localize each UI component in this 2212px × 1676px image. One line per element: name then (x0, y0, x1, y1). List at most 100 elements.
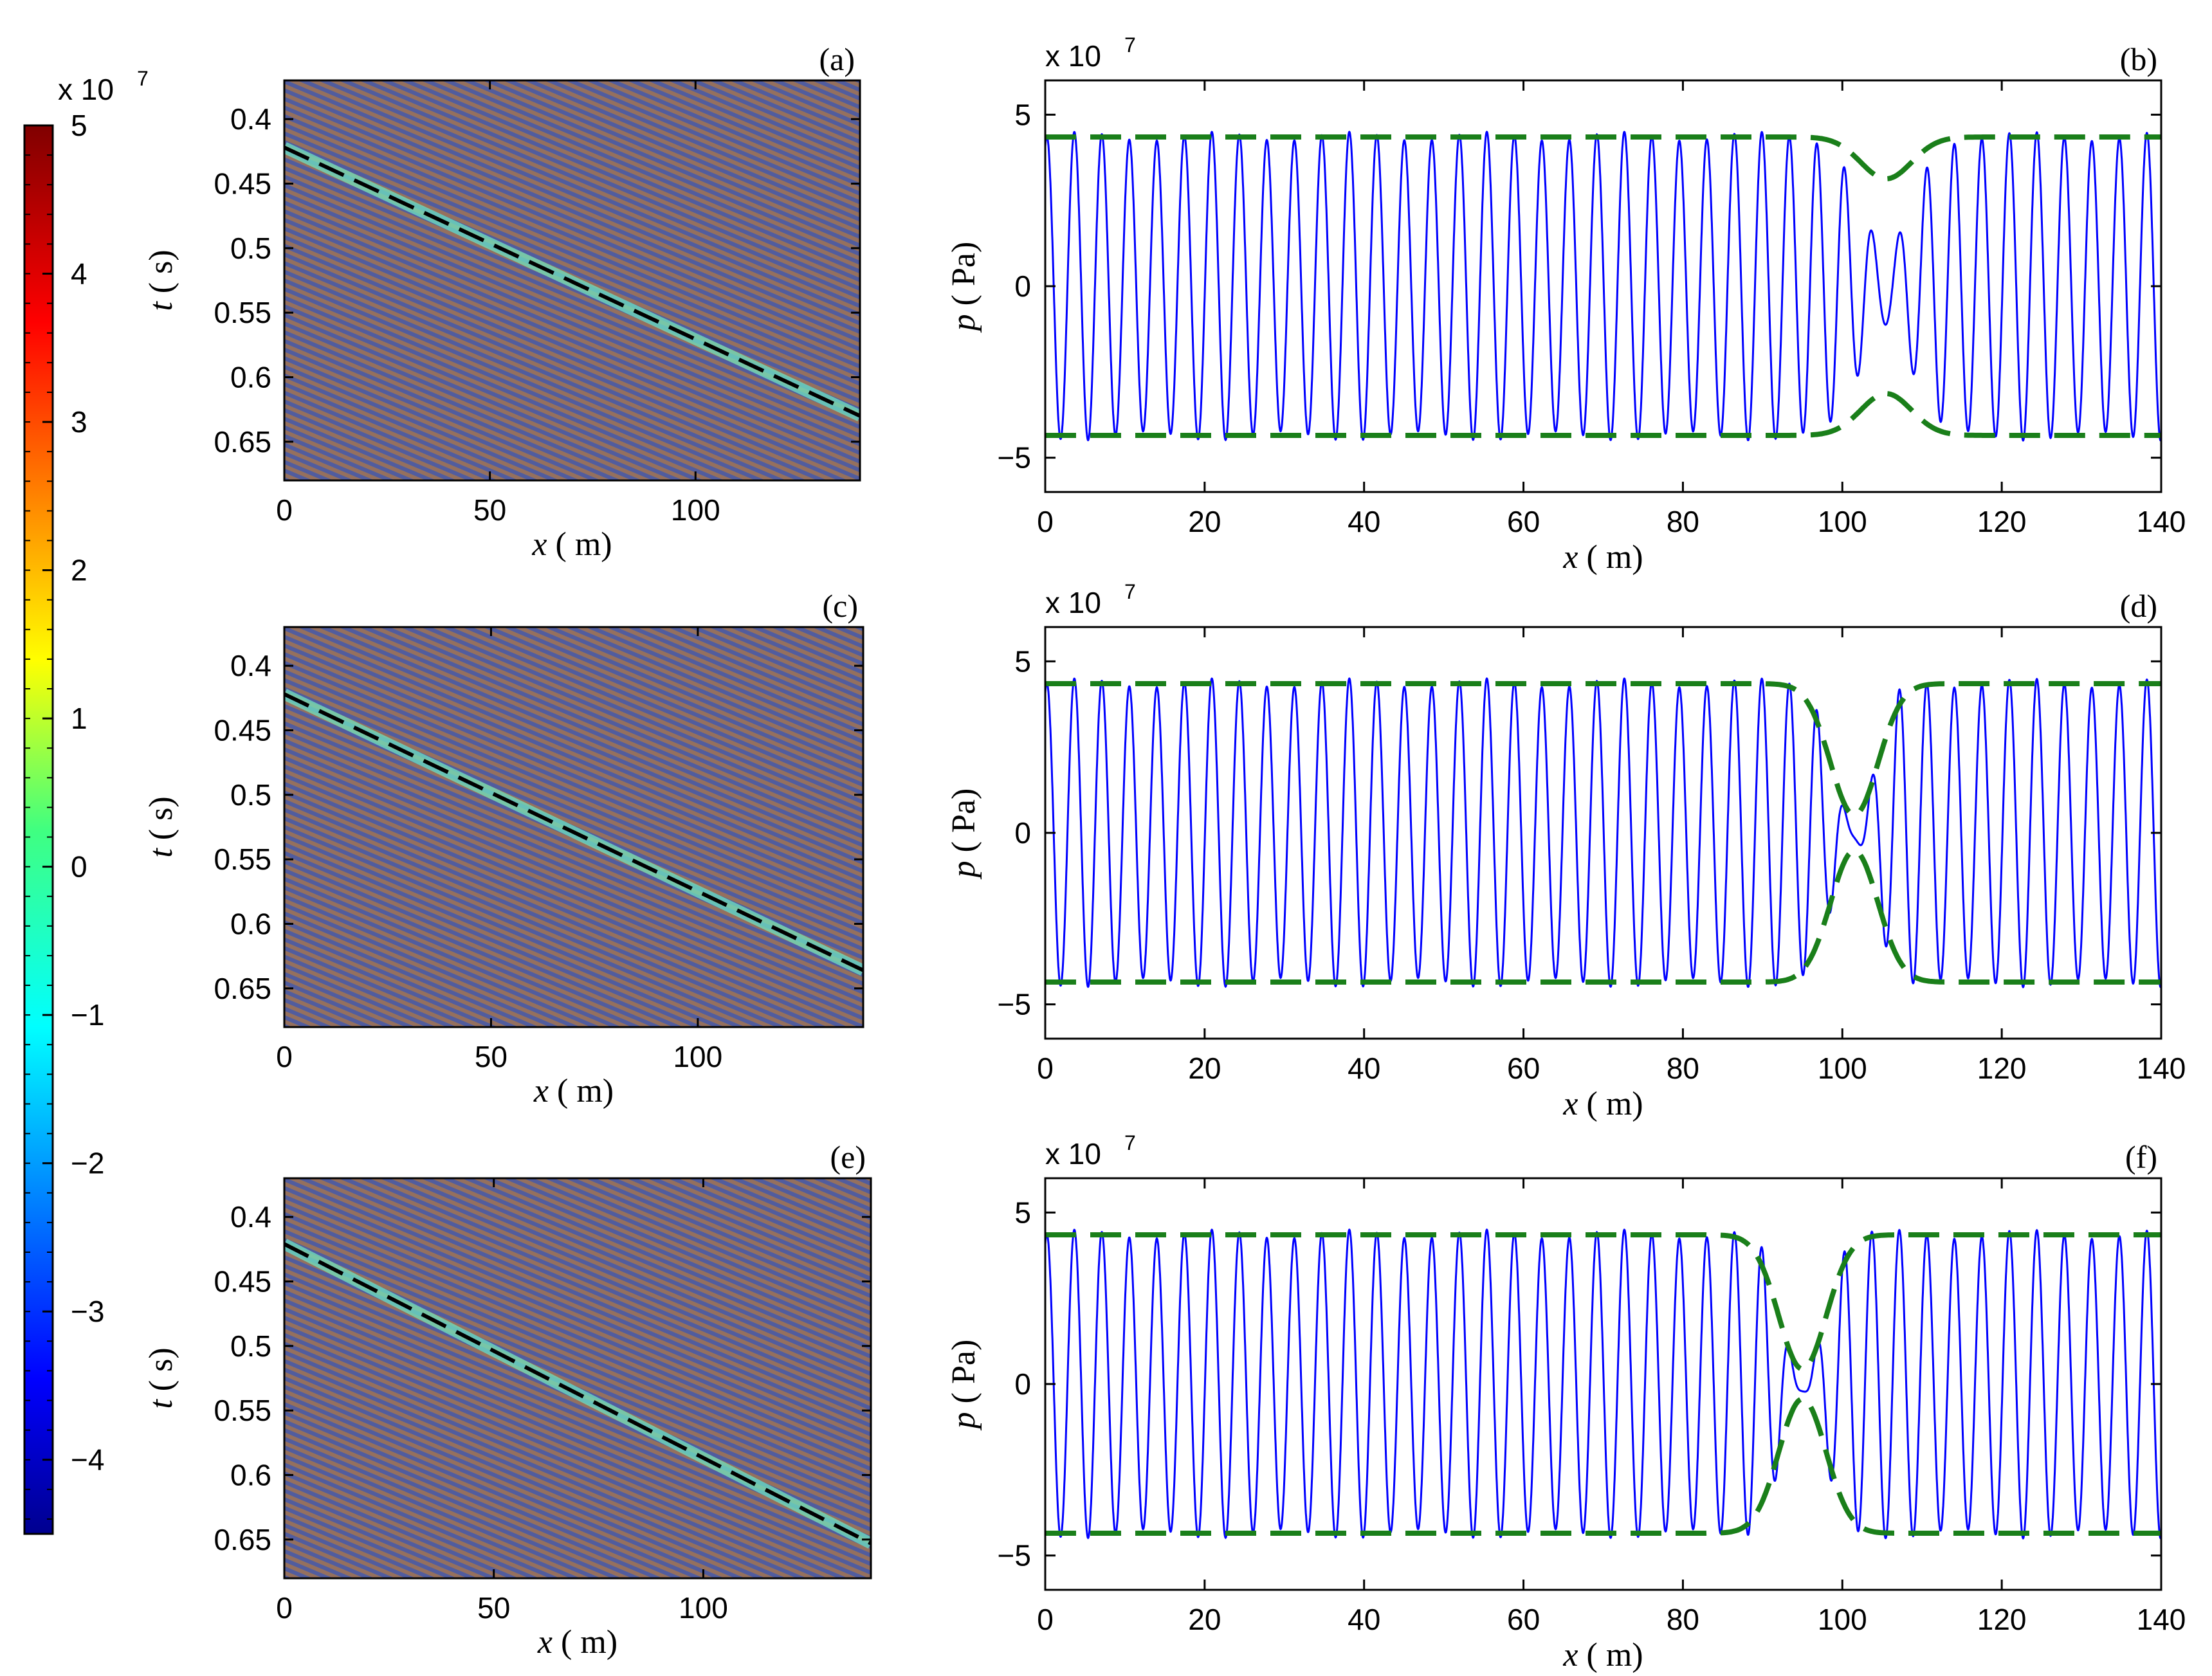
y-tick-label: 0.65 (214, 1523, 271, 1556)
heatmap-stripe (284, 257, 818, 480)
heatmap-stripe (471, 627, 863, 792)
heatmap-stripe (284, 959, 447, 1027)
heatmap-stripe (284, 794, 838, 1027)
heatmap-stripe (0, 614, 143, 1040)
y-multiplier-exponent: 7 (1124, 33, 1136, 57)
heatmap-stripe (0, 1165, 133, 1591)
heatmap-stripe (616, 80, 860, 183)
heatmap-stripe (284, 1324, 871, 1575)
y-axis-var: p (946, 305, 982, 333)
heatmap-stripe (307, 80, 860, 313)
y-axis-label: t ( s) (143, 250, 179, 311)
heatmap-stripe (554, 627, 863, 757)
heatmap-stripe (284, 217, 860, 464)
plot-area (1045, 677, 2161, 988)
heatmap-stripe (327, 627, 863, 852)
heatmap-stripe (317, 627, 863, 857)
x-tick-label: 120 (1977, 1603, 2027, 1636)
heatmap-stripe (441, 1178, 871, 1359)
heatmap-stripe (657, 80, 860, 166)
x-axis-var: x (1562, 539, 1586, 576)
heatmap-stripe (399, 627, 863, 822)
x-tick-label: 100 (679, 1591, 728, 1625)
heatmap-stripe (482, 80, 860, 239)
heatmap-stripe (502, 627, 863, 779)
heatmap-stripe (284, 196, 860, 442)
heatmap-stripe (284, 170, 860, 417)
heatmap-stripe (284, 300, 715, 480)
heatmap-stripe (284, 131, 860, 378)
heatmap-stripe (284, 1277, 871, 1527)
heatmap-stripe (338, 1178, 871, 1402)
y-tick-label: 5 (1014, 98, 1031, 131)
heatmap-stripe (544, 627, 863, 761)
heatmap-stripe (284, 799, 828, 1027)
heatmap-stripe (389, 80, 860, 278)
heatmap-stripe (688, 80, 860, 153)
heatmap-stripe (284, 1199, 871, 1450)
heatmap-stripe (284, 187, 860, 433)
heatmap-stripe (284, 1354, 818, 1578)
heatmap-stripe (284, 1229, 871, 1480)
y-tick-label: 0.5 (230, 778, 271, 812)
panel-label: (f) (2125, 1139, 2157, 1175)
heatmap-stripe (0, 68, 9, 493)
y-tick-label: 0.45 (214, 167, 271, 201)
heatmap-stripe (358, 80, 860, 291)
y-tick-label: −5 (998, 1539, 1031, 1572)
heatmap-stripe (284, 716, 863, 965)
heatmap-stripe (317, 80, 860, 309)
x-tick-label: 50 (475, 1040, 507, 1073)
x-tick-label: 0 (276, 493, 293, 527)
x-axis-var: x (531, 526, 555, 563)
y-axis-unit: ( s) (143, 250, 179, 293)
heatmap-stripe (451, 627, 863, 800)
heatmap-stripe (284, 812, 797, 1027)
x-axis-label: x ( m) (537, 1624, 617, 1661)
heatmap-stripe (698, 1178, 871, 1251)
heatmap-stripe (284, 1203, 871, 1454)
panel-label: (e) (830, 1139, 866, 1175)
heatmap-stripe (0, 614, 122, 1040)
y-axis-var: t (143, 1391, 179, 1408)
y-tick-label: 0.6 (230, 907, 271, 940)
heatmap-stripe (338, 627, 863, 848)
heatmap-stripe (284, 635, 863, 882)
heatmap-stripe (284, 330, 643, 480)
colorbar-tick-label: −2 (71, 1147, 104, 1180)
heatmap-stripe (284, 356, 581, 480)
heatmap-stripe (626, 80, 860, 179)
heatmap-stripe (284, 877, 643, 1027)
heatmap-stripe (284, 122, 860, 369)
heatmap-stripe (284, 1389, 735, 1578)
heatmap-stripe (317, 1178, 871, 1411)
heatmap-stripe (0, 68, 122, 493)
heatmap-stripe (574, 627, 863, 749)
x-tick-label: 140 (2137, 505, 2186, 538)
x-tick-label: 100 (1818, 1603, 1867, 1636)
heatmap-stripe (284, 1488, 498, 1578)
heatmap-stripe (284, 747, 863, 995)
heatmap-stripe (284, 1441, 612, 1578)
heatmap-stripe (284, 209, 860, 455)
y-tick-label: 0 (1014, 1367, 1031, 1401)
heatmap-stripe (284, 1506, 457, 1578)
heatmap-stripe (585, 627, 863, 744)
heatmap-stripe (286, 1178, 871, 1424)
heatmap-stripe (284, 1237, 871, 1489)
heatmap-stripe (286, 80, 860, 322)
heatmap-stripe (284, 205, 860, 451)
heatmap-stripe (389, 1178, 871, 1381)
y-tick-label: 0.4 (230, 1200, 271, 1234)
heatmap-stripe (284, 365, 560, 480)
trajectory-line (284, 145, 860, 418)
heatmap-stripe (284, 1242, 871, 1493)
heatmap-stripe (513, 627, 863, 774)
heatmap-stripe (0, 1165, 112, 1591)
y-axis-label: t ( s) (143, 796, 179, 857)
y-tick-label: 0.6 (230, 360, 271, 394)
heatmap-stripe (688, 627, 863, 701)
y-axis-label: p ( Pa) (946, 788, 982, 880)
y-tick-label: 5 (1014, 644, 1031, 678)
x-axis-unit: ( m) (1587, 1086, 1643, 1122)
